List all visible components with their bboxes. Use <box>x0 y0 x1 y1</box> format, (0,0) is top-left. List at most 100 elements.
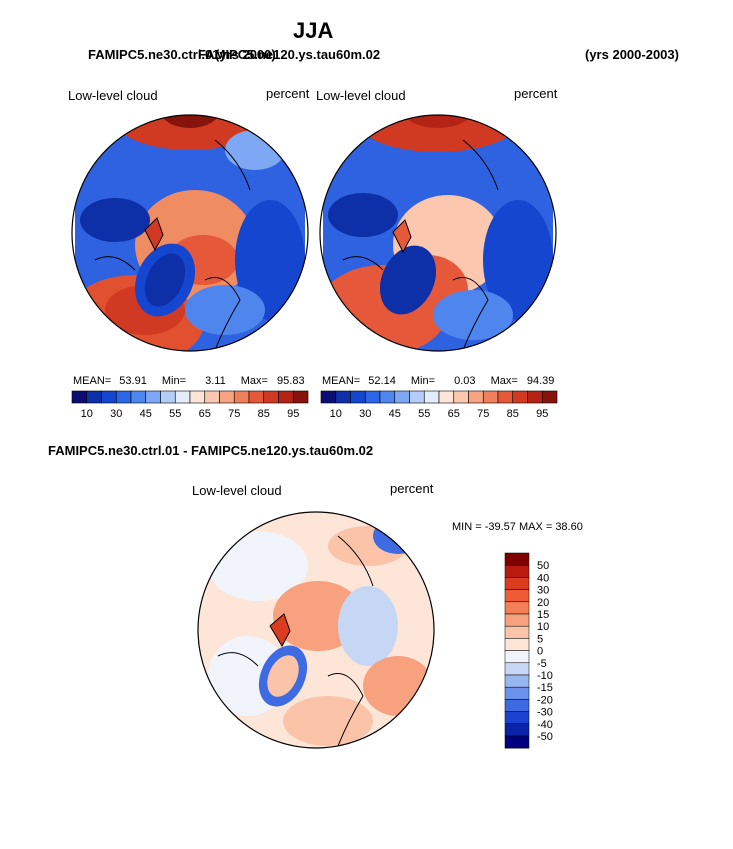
panel-1-colorbar-tick-label: 65 <box>199 408 211 420</box>
panel-2-mean: 52.14 <box>368 375 396 387</box>
panel-1-min: 3.11 <box>205 375 226 387</box>
panel-1-max-label: Max= <box>240 375 268 387</box>
panel-1-mean: 53.91 <box>119 375 147 387</box>
panel-2-colorbar-swatch <box>409 390 425 404</box>
panel-2-mean-label: MEAN= <box>322 375 361 387</box>
panel-2-max: 94.39 <box>526 375 555 387</box>
diff-colorbar-swatch <box>504 723 530 737</box>
panel-1-colorbar: 10 30 45 55 65 75 85 95 <box>71 390 309 420</box>
run-a-label: FAMIPC5.ne30.ctrl.01 <box>88 47 220 62</box>
diff-colorbar-swatch <box>504 662 530 676</box>
panel-1-colorbar-swatch <box>219 390 235 404</box>
diff-colorbar-tick-label: -20 <box>537 694 553 706</box>
diff-colorbar-tick-label: 5 <box>537 633 543 645</box>
panel-2-stats: MEAN= 52.14 Min= 0.03 Max= 94.39 <box>322 375 554 387</box>
panel-2-colorbar-tick-label: 45 <box>389 408 401 420</box>
panel-2-colorbar-swatch <box>423 390 440 404</box>
diff-colorbar-tick-label: 10 <box>537 621 549 633</box>
panel-2-variable: Low-level cloud <box>316 88 406 103</box>
panel-1-colorbar-swatch <box>160 390 176 404</box>
diff-colorbar-swatch <box>504 711 530 725</box>
page-title: JJA <box>293 18 334 43</box>
panel-1-colorbar-swatch <box>101 390 117 404</box>
panel-1-colorbar-swatch <box>278 390 294 404</box>
panel-1-colorbar-tick-label: 95 <box>287 408 299 420</box>
panel-2-colorbar-swatch <box>482 390 499 404</box>
panel-2-polar-map <box>319 114 557 352</box>
panel-2-colorbar-swatch <box>497 390 514 404</box>
panel-2-colorbar-swatch <box>379 390 396 404</box>
panel-2-colorbar-swatch <box>394 390 410 404</box>
panel-2-colorbar-tick-label: 10 <box>330 408 342 420</box>
panel-1-colorbar-tick-label: 10 <box>81 408 93 420</box>
panel-2-colorbar-tick-label: 95 <box>536 408 548 420</box>
panel-2-colorbar-swatch <box>438 390 455 404</box>
panel-1-colorbar-swatch <box>233 390 250 404</box>
run-a-years: (yrs 2000) <box>215 47 276 62</box>
diff-colorbar-swatch <box>504 699 530 712</box>
diff-colorbar-swatch <box>504 564 530 578</box>
run-b-label: FAMIPC5.ne120.ys.tau60m.02 <box>198 47 381 62</box>
panel-1-units: percent <box>266 86 310 101</box>
panel-2-colorbar-swatch <box>512 390 528 404</box>
diff-title: FAMIPC5.ne30.ctrl.01 - FAMIPC5.ne120.ys.… <box>48 443 374 458</box>
panel-1-max: 95.83 <box>277 375 305 387</box>
panel-2-colorbar-tick-label: 85 <box>507 408 519 420</box>
diff-colorbar-tick-label: 0 <box>537 646 543 658</box>
panel-1-variable: Low-level cloud <box>68 88 158 103</box>
panel-2-colorbar-swatch <box>453 390 469 404</box>
panel-2-colorbar-swatch <box>541 390 558 404</box>
panel-1-colorbar-swatch <box>263 390 279 404</box>
diff-minmax: MIN = -39.57 MAX = 38.60 <box>452 521 583 533</box>
diff-colorbar-tick-label: 15 <box>537 609 549 621</box>
diff-colorbar-tick-label: 20 <box>537 597 549 609</box>
diff-colorbar-tick-label: -15 <box>537 682 553 694</box>
panel-1-polar-map <box>71 114 309 352</box>
diff-colorbar-tick-label: 50 <box>537 560 549 572</box>
panel-1-colorbar-swatch <box>189 390 206 404</box>
diff-colorbar-tick-label: -10 <box>537 670 553 682</box>
diff-colorbar-swatch <box>504 650 530 664</box>
panel-2-colorbar-tick-label: 55 <box>418 408 430 420</box>
diff-colorbar-swatch <box>504 625 530 639</box>
panel-2-colorbar-swatch <box>468 390 484 404</box>
diff-colorbar-tick-label: -5 <box>537 658 547 670</box>
panel-2-colorbar: 10 30 45 55 65 75 85 95 <box>320 390 558 420</box>
panel-2-colorbar-tick-label: 75 <box>477 408 489 420</box>
diff-colorbar-swatch <box>504 686 530 700</box>
panel-2-units: percent <box>514 86 558 101</box>
diff-colorbar-swatch <box>504 552 530 566</box>
panel-1-colorbar-swatch <box>86 390 102 404</box>
panel-2-colorbar-swatch <box>364 390 381 404</box>
diff-colorbar-swatch <box>504 674 530 688</box>
panel-2-max-label: Max= <box>490 375 518 387</box>
panel-1-colorbar-tick-label: 75 <box>228 408 240 420</box>
panel-1-colorbar-tick-label: 30 <box>110 408 122 420</box>
panel-1-colorbar-swatch <box>71 390 88 404</box>
diff-colorbar-swatch <box>504 613 530 627</box>
diff-colorbar-tick-label: 40 <box>537 572 549 584</box>
diff-colorbar-tick-label: -50 <box>537 731 553 743</box>
panel-2-colorbar-tick-label: 30 <box>359 408 371 420</box>
panel-1-colorbar-tick-label: 55 <box>169 408 181 420</box>
panel-1-stats: MEAN= 53.91 Min= 3.11 Max= 95.83 <box>73 375 305 387</box>
panel-1-colorbar-swatch <box>115 390 132 404</box>
panel-1-colorbar-swatch <box>292 390 309 404</box>
panel-2-colorbar-swatch <box>320 390 337 404</box>
panel-2-colorbar-tick-label: 65 <box>448 408 460 420</box>
diff-colorbar-swatch <box>504 638 530 651</box>
panel-1-colorbar-swatch <box>204 390 220 404</box>
panel-1-colorbar-tick-label: 45 <box>140 408 152 420</box>
diff-variable: Low-level cloud <box>192 483 282 498</box>
diff-colorbar-swatch <box>504 601 530 615</box>
panel-1-colorbar-swatch <box>248 390 265 404</box>
diff-colorbar-swatch <box>504 735 530 749</box>
panel-2-colorbar-swatch <box>335 390 351 404</box>
diff-colorbar-tick-label: -30 <box>537 707 553 719</box>
panel-1-min-label: Min= <box>161 375 187 387</box>
diff-colorbar-swatch <box>504 577 530 590</box>
panel-2-min-label: Min= <box>410 375 436 387</box>
panel-1-mean-label: MEAN= <box>73 375 112 387</box>
diff-colorbar-tick-label: -40 <box>537 719 553 731</box>
